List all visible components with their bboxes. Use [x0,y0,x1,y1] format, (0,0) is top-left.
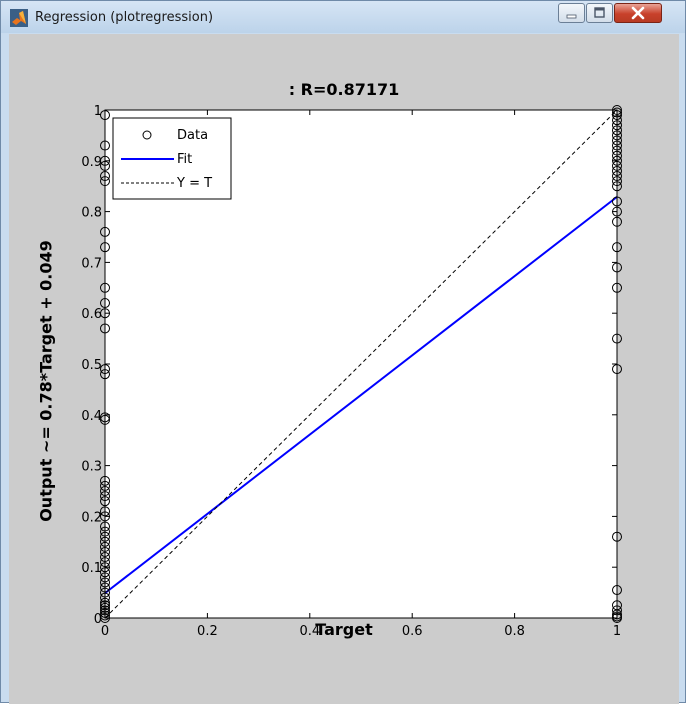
x-tick-label: 0.8 [504,624,525,639]
y-axis-label: Output ~= 0.78*Target + 0.049 [36,240,56,522]
y-tick-label: 0.4 [81,409,102,424]
legend-fit-label: Fit [177,152,192,167]
x-tick-label: 0 [101,624,109,639]
y-tick-label: 0.3 [81,460,102,475]
close-icon [631,6,645,20]
maximize-button[interactable] [586,3,613,23]
legend-data-label: Data [177,128,208,143]
y-tick-label: 0.1 [81,561,102,576]
y-tick-label: 0.9 [81,155,102,170]
y-tick-label: 0 [94,612,102,627]
x-tick-label: 1 [613,624,621,639]
figure-canvas: 0 0.2 0.4 0.6 0.8 1 0 0.1 0.2 0.3 0.4 0.5 0.6 0.7 0.8 0… [9,34,679,704]
y-tick-label: 0.7 [81,256,102,271]
x-axis-label: Target [315,620,373,639]
x-tick-label: 0.2 [197,624,218,639]
x-tick-label: 0.4 [299,624,320,639]
y-tick-label: 0.2 [81,510,102,525]
y-tick-label: 0.5 [81,358,102,373]
maximize-icon [594,7,605,18]
regression-plot: 0 0.2 0.4 0.6 0.8 1 0 0.1 0.2 0.3 0.4 0.5 0.6 0.7 0.8 0… [81,104,622,639]
title-bar[interactable]: Regression (plotregression) [1,1,685,33]
x-tick-label: 0.6 [402,624,423,639]
chart-title: : R=0.87171 [288,80,400,99]
minimize-button[interactable] [558,3,585,23]
minimize-icon [566,14,577,19]
identity-line [104,109,618,619]
y-tick-label: 0.6 [81,307,102,322]
window-title: Regression (plotregression) [35,10,214,25]
close-button[interactable] [614,3,662,23]
legend: Data Fit Y = T [112,117,232,200]
y-tick-label: 0.8 [81,206,102,221]
legend-identity-label: Y = T [176,176,212,191]
fit-line [104,196,618,594]
axes-frame [104,109,618,619]
matlab-icon [10,9,28,27]
y-tick-label: 1 [94,104,102,119]
legend-data-marker [142,130,152,140]
